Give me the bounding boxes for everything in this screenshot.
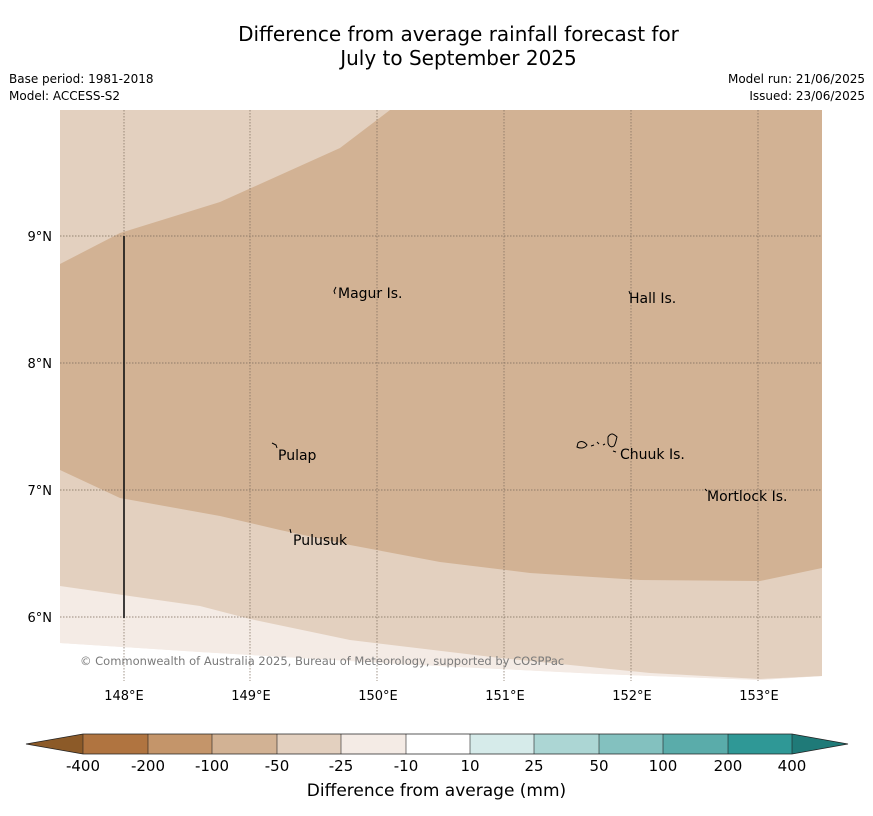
label-magur: Magur Is. — [338, 286, 403, 302]
label-pulap: Pulap — [278, 448, 317, 464]
colorbar-tick: 50 — [589, 757, 608, 775]
lon-tick-151: 151°E — [485, 689, 525, 704]
lon-tick-153: 153°E — [739, 689, 779, 704]
islands — [271, 286, 708, 534]
label-mortlock: Mortlock Is. — [707, 489, 787, 505]
island-hall — [628, 290, 631, 295]
lon-tick-labels: 148°E 149°E 150°E 151°E 152°E 153°E — [104, 689, 779, 704]
colorbar-dividers — [82, 734, 793, 754]
island-pulusuk — [289, 528, 292, 534]
lat-tick-9: 9°N — [28, 230, 53, 245]
lat-tick-7: 7°N — [28, 484, 53, 499]
colorbar-label: Difference from average (mm) — [306, 781, 567, 801]
colorbar-bin-3 — [212, 734, 277, 754]
meta-right: Model run: 21/06/2025 Issued: 23/06/2025 — [728, 71, 865, 105]
copyright-notice: © Commonwealth of Australia 2025, Bureau… — [80, 654, 564, 668]
label-chuuk: Chuuk Is. — [620, 447, 685, 463]
island-pulap — [271, 442, 278, 449]
colorbar-extend-max — [792, 734, 848, 754]
colorbar-tick: 100 — [649, 757, 678, 775]
colorbar-tick: -10 — [394, 757, 419, 775]
map-title: Difference from average rainfall forecas… — [0, 22, 873, 70]
model-run: Model run: 21/06/2025 — [727, 72, 865, 86]
colorbar-bin-1 — [83, 734, 148, 754]
lon-tick-152: 152°E — [612, 689, 652, 704]
lat-tick-labels: 9°N 8°N 7°N 6°N — [28, 230, 53, 626]
band-minus10 — [60, 643, 822, 681]
colorbar-bin-4 — [277, 734, 341, 754]
label-hall: Hall Is. — [629, 291, 676, 307]
lon-tick-149: 149°E — [231, 689, 271, 704]
colorbar-tick: -100 — [195, 757, 229, 775]
colorbar-bin-11 — [728, 734, 792, 754]
label-pulusuk: Pulusuk — [293, 533, 348, 549]
island-mortlock — [704, 488, 708, 492]
place-labels: Magur Is. Hall Is. Pulap Chuuk Is. Mortl… — [278, 286, 787, 549]
lon-tick-148: 148°E — [104, 689, 144, 704]
colorbar-tick: -50 — [265, 757, 290, 775]
colorbar-bin-7 — [470, 734, 534, 754]
map-title-line1: Difference from average rainfall forecas… — [238, 22, 679, 46]
issued-date: Issued: 23/06/2025 — [749, 89, 865, 103]
meta-left: Base period: 1981-2018 Model: ACCESS-S2 — [9, 71, 154, 105]
colorbar-bin-8 — [534, 734, 599, 754]
colorbar-tick: -200 — [131, 757, 165, 775]
colorbar-tick: -400 — [66, 757, 100, 775]
map-plot-area — [60, 110, 822, 681]
colorbar-tick: 25 — [524, 757, 543, 775]
base-period: Base period: 1981-2018 — [9, 72, 154, 86]
colorbar-bin-5 — [341, 734, 406, 754]
lat-tick-6: 6°N — [28, 611, 53, 626]
colorbar-tick: 10 — [460, 757, 479, 775]
colorbar: -400 -200 -100 -50 -25 -10 10 25 50 100 … — [25, 733, 849, 775]
colorbar-tick: 400 — [778, 757, 807, 775]
colorbar-tick-labels: -400 -200 -100 -50 -25 -10 10 25 50 100 … — [66, 757, 806, 775]
colorbar-extend-min — [26, 734, 83, 754]
model-name: Model: ACCESS-S2 — [9, 89, 121, 103]
colorbar-bin-6 — [406, 734, 470, 754]
colorbar-bin-2 — [148, 734, 212, 754]
map-title-line2: July to September 2025 — [340, 46, 577, 70]
colorbar-bin-9 — [599, 734, 663, 754]
lon-tick-150: 150°E — [358, 689, 398, 704]
lat-tick-8: 8°N — [28, 357, 53, 372]
colorbar-tick: -25 — [329, 757, 354, 775]
band-minus100 — [60, 110, 822, 581]
island-chuuk — [576, 433, 618, 453]
colorbar-tick: 200 — [714, 757, 743, 775]
colorbar-bin-10 — [663, 734, 728, 754]
island-magur — [333, 286, 337, 295]
